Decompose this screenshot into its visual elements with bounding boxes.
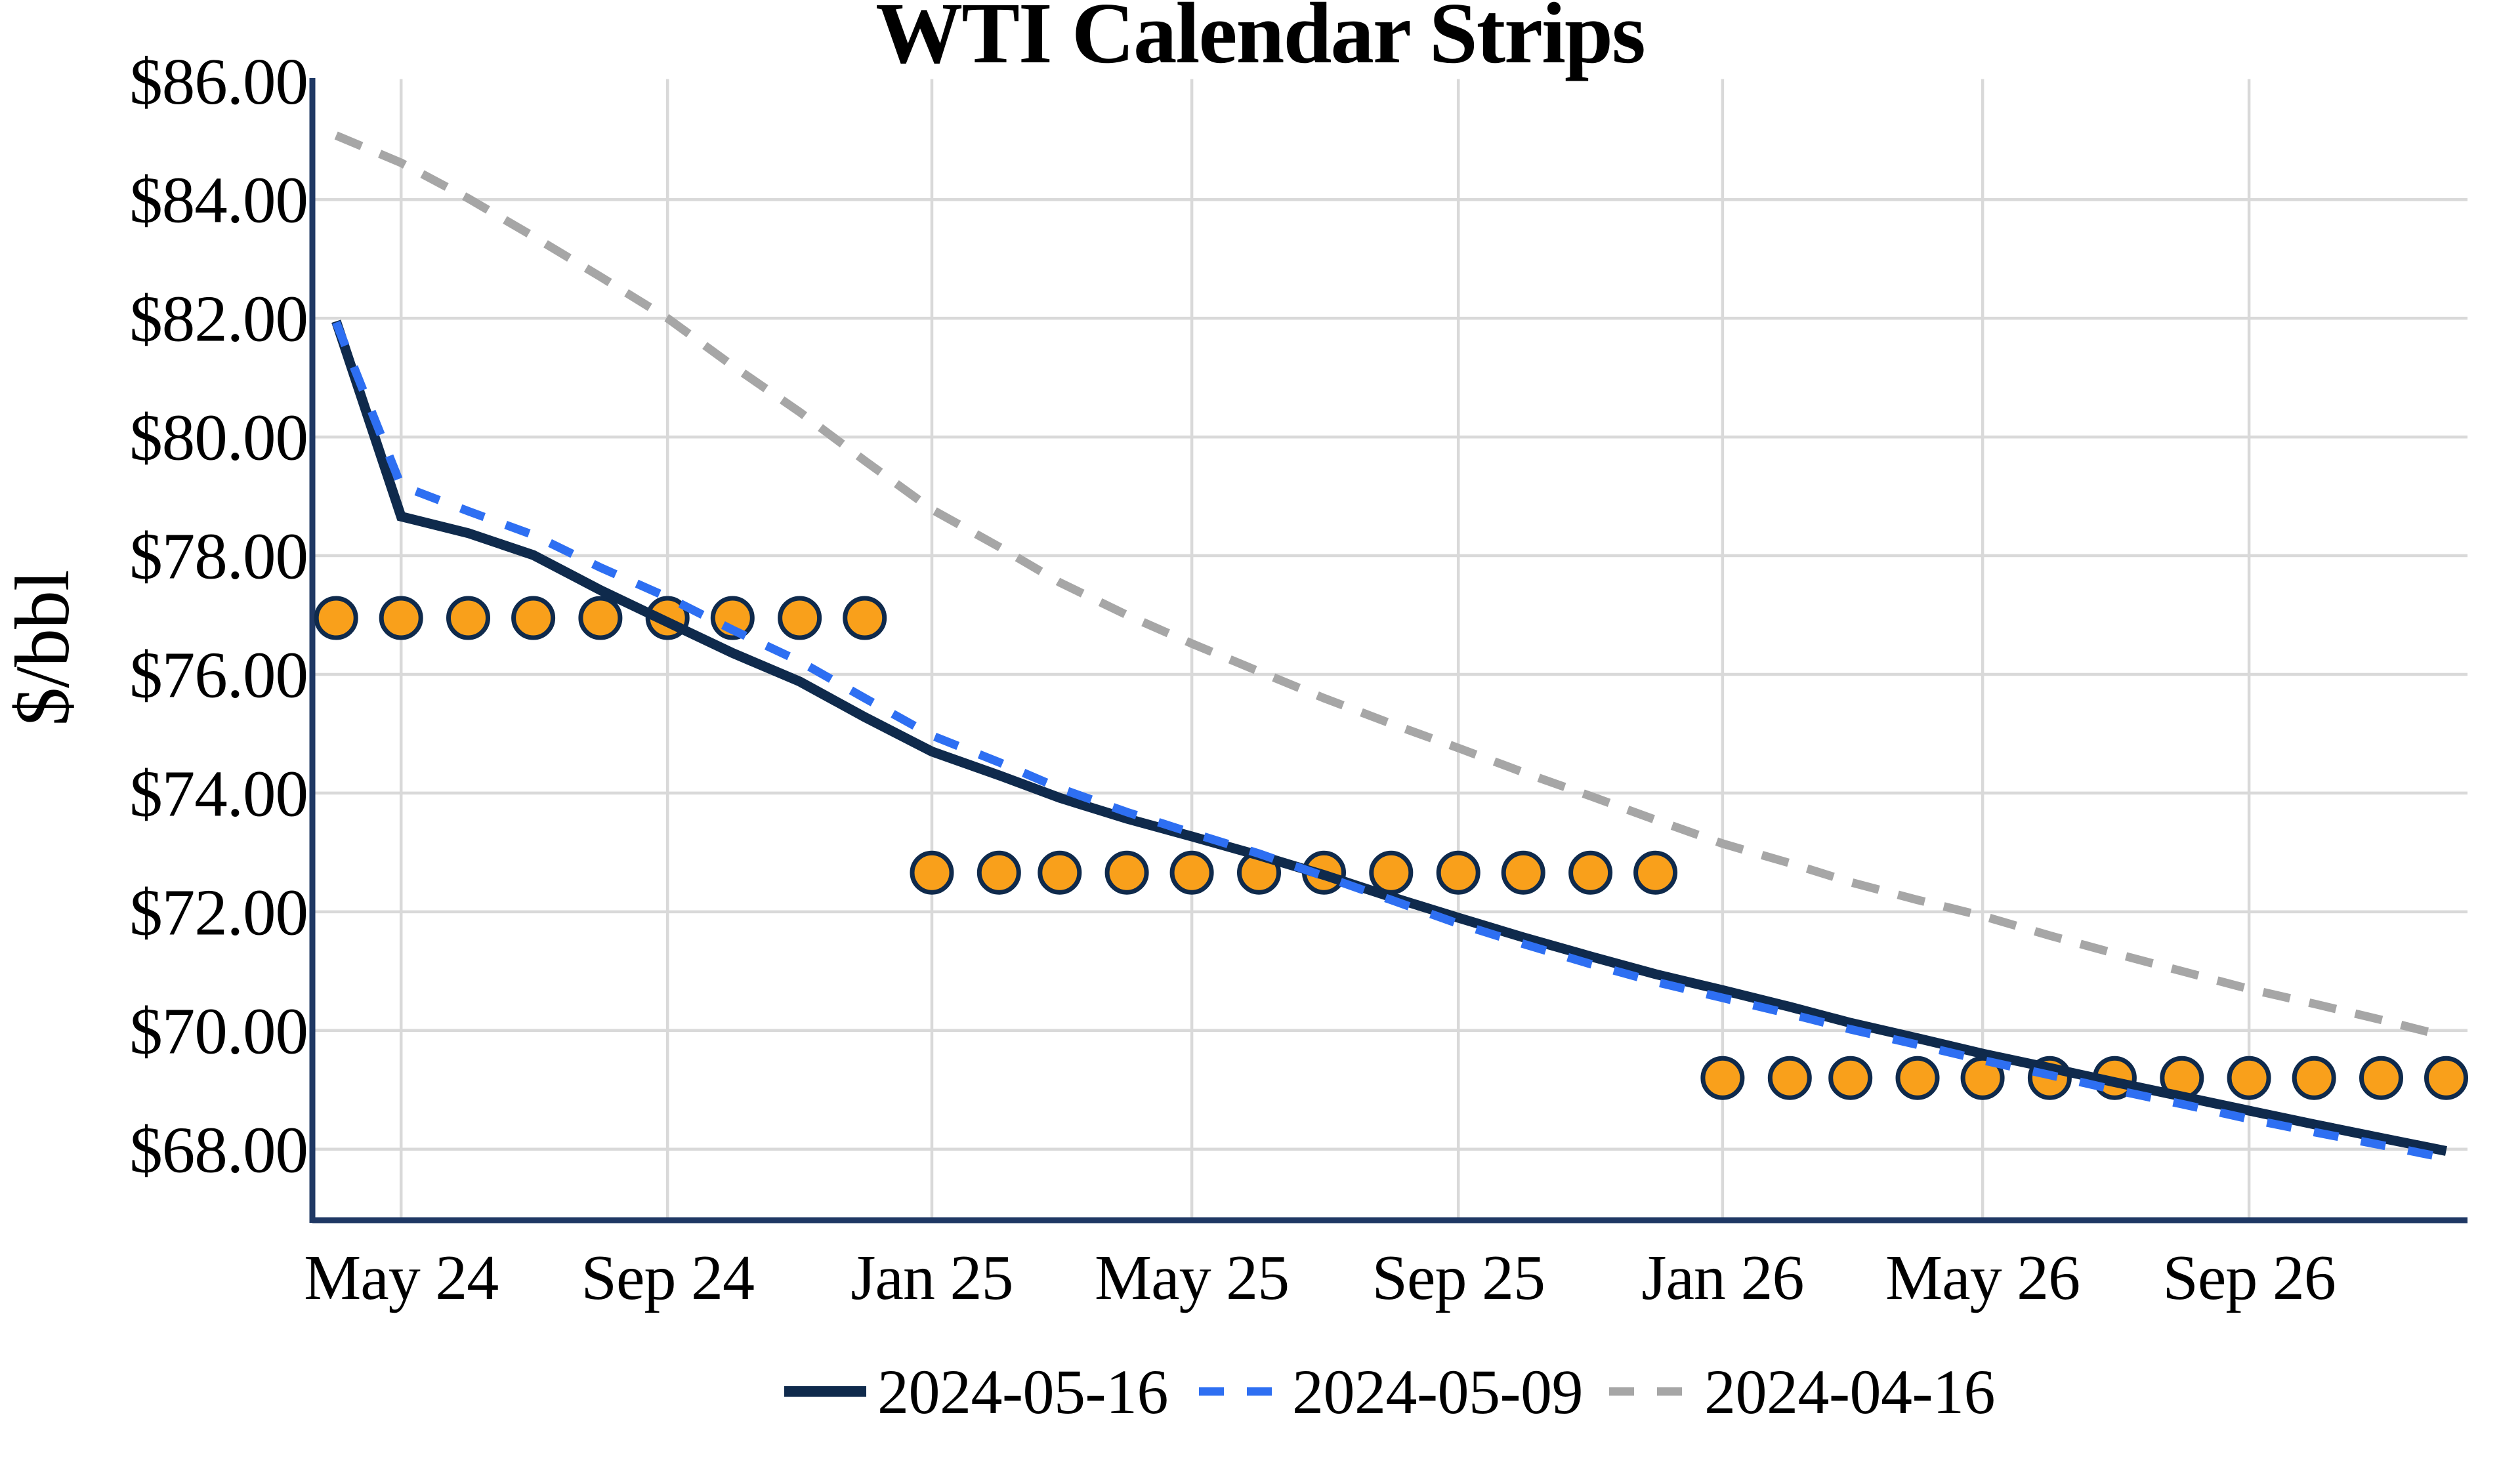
svg-text:May 24: May 24 <box>304 1243 498 1313</box>
svg-text:Jan 25: Jan 25 <box>850 1243 1013 1313</box>
svg-text:$74.00: $74.00 <box>129 756 308 830</box>
svg-text:$82.00: $82.00 <box>129 282 308 356</box>
svg-text:May 25: May 25 <box>1095 1243 1289 1313</box>
svg-text:$76.00: $76.00 <box>129 638 308 712</box>
svg-text:Sep 26: Sep 26 <box>2162 1243 2336 1313</box>
svg-text:Sep 25: Sep 25 <box>1372 1243 1545 1313</box>
svg-text:$72.00: $72.00 <box>129 875 308 949</box>
svg-text:$78.00: $78.00 <box>129 520 308 593</box>
svg-text:WTI Calendar Strips: WTI Calendar Strips <box>875 0 1645 81</box>
svg-text:Sep 24: Sep 24 <box>581 1243 754 1313</box>
svg-text:$68.00: $68.00 <box>129 1113 308 1186</box>
svg-text:$70.00: $70.00 <box>129 994 308 1067</box>
svg-text:May 26: May 26 <box>1885 1243 2080 1313</box>
svg-text:$86.00: $86.00 <box>129 45 308 118</box>
svg-text:2024-05-09: 2024-05-09 <box>1292 1357 1583 1427</box>
svg-text:2024-04-16: 2024-04-16 <box>1704 1357 1995 1427</box>
svg-text:$80.00: $80.00 <box>129 401 308 474</box>
svg-text:2024-05-16: 2024-05-16 <box>877 1357 1168 1427</box>
svg-text:$/bbl: $/bbl <box>0 570 85 726</box>
svg-text:$84.00: $84.00 <box>129 163 308 237</box>
svg-text:Jan 26: Jan 26 <box>1641 1243 1803 1313</box>
